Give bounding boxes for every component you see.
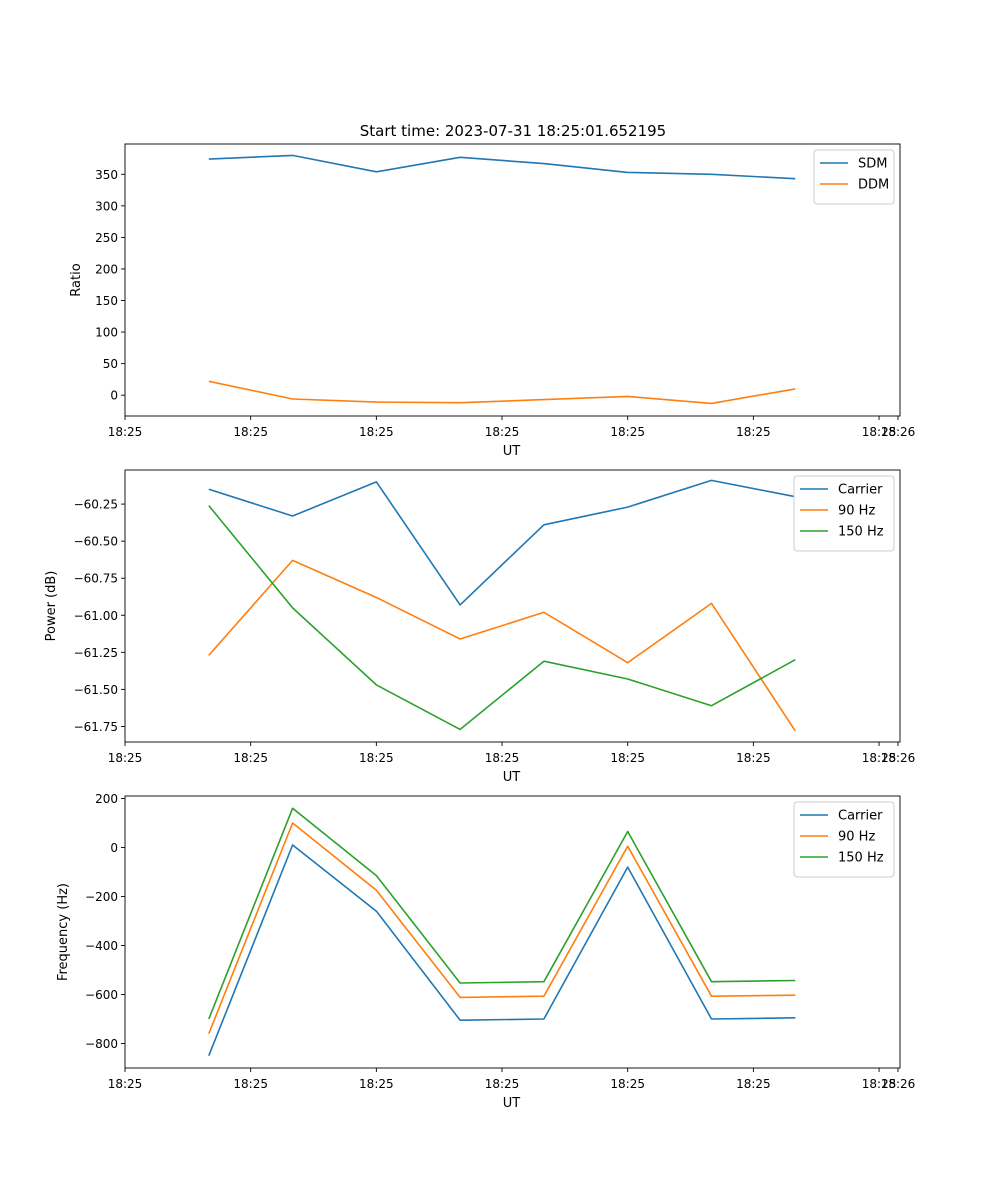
x-axis-label: UT: [503, 444, 521, 459]
figure-title: Start time: 2023-07-31 18:25:01.652195: [360, 122, 666, 140]
legend-label: Carrier: [838, 809, 883, 824]
x-tick-label: 18:26: [881, 425, 916, 439]
y-tick-label: −200: [85, 890, 118, 904]
x-tick-label: 18:25: [610, 425, 645, 439]
x-tick-label: 18:25: [359, 751, 394, 765]
y-tick-label: 250: [95, 231, 118, 245]
y-tick-label: 350: [95, 168, 118, 182]
legend: Carrier 90 Hz 150 Hz: [793, 475, 895, 552]
x-tick-label: 18:25: [359, 425, 394, 439]
x-tick-label: 18:25: [862, 751, 897, 765]
x-tick-label: 18:25: [736, 1077, 771, 1091]
legend-label: 90 Hz: [838, 504, 875, 519]
x-tick-label: 18:25: [108, 751, 143, 765]
legend: SDM DDM: [813, 149, 895, 205]
legend-label: 90 Hz: [838, 830, 875, 845]
legend-box: [793, 475, 895, 552]
y-tick-label: 0: [110, 389, 118, 403]
x-tick-label: 18:26: [881, 751, 916, 765]
y-tick-label: −61.75: [74, 720, 118, 734]
x-tick-label: 18:25: [862, 425, 897, 439]
y-tick-label: −60.25: [74, 498, 118, 512]
series-line-ddm: [208, 380, 796, 405]
x-tick-label: 18:25: [233, 1077, 268, 1091]
y-tick-label: 300: [95, 199, 118, 213]
series-line-sdm: [208, 154, 796, 180]
legend-label: DDM: [858, 178, 889, 193]
legend: Carrier 90 Hz 150 Hz: [793, 801, 895, 878]
legend-label: 150 Hz: [838, 851, 884, 866]
y-tick-label: −61.00: [74, 609, 118, 623]
axes-frame: [124, 795, 901, 1069]
y-axis-label: Ratio: [69, 263, 84, 296]
series-line-carrier: [208, 479, 796, 606]
x-tick-label: 18:25: [233, 751, 268, 765]
y-axis-label: Frequency (Hz): [56, 883, 71, 981]
x-axis-label: UT: [503, 770, 521, 785]
x-tick-label: 18:25: [485, 1077, 520, 1091]
y-tick-label: 50: [103, 357, 118, 371]
legend-box: [793, 801, 895, 878]
axes-frame: [124, 143, 901, 417]
y-tick-label: −400: [85, 939, 118, 953]
y-tick-label: −60.50: [74, 535, 118, 549]
y-tick-label: 100: [95, 326, 118, 340]
x-tick-label: 18:25: [485, 425, 520, 439]
axes-frame: [124, 469, 901, 743]
x-tick-label: 18:25: [610, 1077, 645, 1091]
chart-panel-1: 18:25 18:25 18:25 18:25 18:25 18:25 18:2518:26…: [69, 143, 916, 459]
y-tick-label: 200: [95, 792, 118, 806]
x-tick-label: 18:25: [610, 751, 645, 765]
y-tick-label: −800: [85, 1037, 118, 1051]
series-line-90-hz: [208, 822, 796, 1034]
x-tick-label: 18:25: [108, 1077, 143, 1091]
x-tick-label: 18:25: [233, 425, 268, 439]
legend-label: Carrier: [838, 483, 883, 498]
series-line-carrier: [208, 844, 796, 1056]
y-tick-label: 0: [110, 841, 118, 855]
x-tick-label: 18:25: [108, 425, 143, 439]
y-tick-label: 200: [95, 262, 118, 276]
legend-label: SDM: [858, 157, 887, 172]
x-tick-label: 18:25: [485, 751, 520, 765]
legend-label: 150 Hz: [838, 525, 884, 540]
series-line-150-hz: [208, 505, 796, 731]
y-tick-label: 150: [95, 294, 118, 308]
y-axis-label: Power (dB): [44, 571, 59, 642]
x-tick-label: 18:25: [359, 1077, 394, 1091]
x-tick-label: 18:25: [736, 751, 771, 765]
x-tick-label: 18:25: [862, 1077, 897, 1091]
x-axis-label: UT: [503, 1096, 521, 1111]
chart-panel-2: 18:25 18:25 18:25 18:25 18:25 18:25 18:2518:26…: [44, 469, 916, 785]
x-tick-label: 18:25: [736, 425, 771, 439]
series-line-90-hz: [208, 559, 796, 732]
y-tick-label: −61.25: [74, 646, 118, 660]
x-tick-label: 18:26: [881, 1077, 916, 1091]
series-line-150-hz: [208, 807, 796, 1020]
y-tick-label: −61.50: [74, 683, 118, 697]
chart-panel-3: 18:25 18:25 18:25 18:25 18:25 18:25 18:2518:26…: [56, 792, 915, 1111]
y-tick-label: −600: [85, 988, 118, 1002]
y-tick-label: −60.75: [74, 572, 118, 586]
